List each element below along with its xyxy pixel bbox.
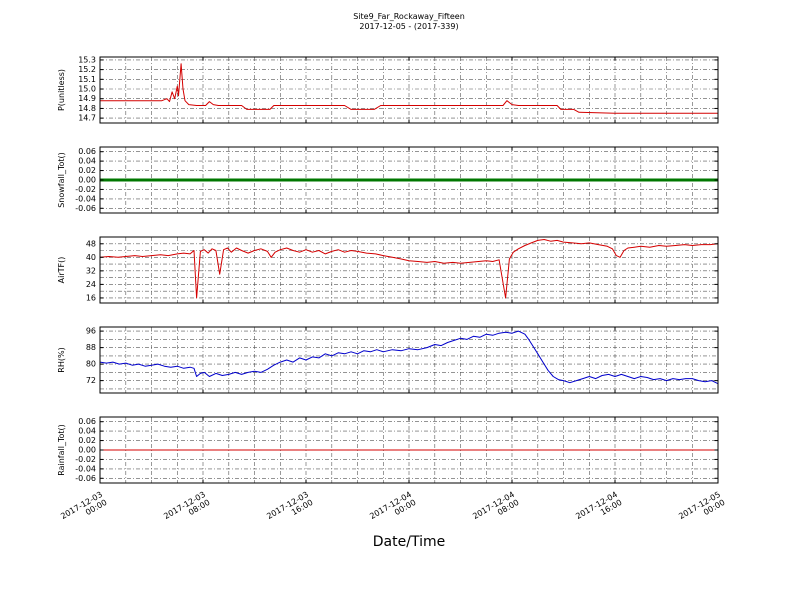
x-tick-label: 2017-12-0300:00: [59, 490, 108, 529]
y-tick-label: 0.06: [78, 147, 96, 156]
y-tick-label: 16: [86, 293, 96, 302]
x-tick-label: 2017-12-0308:00: [162, 490, 211, 529]
series-line-AirTF: [99, 239, 719, 299]
y-axis-label-airtf: AirTF(): [57, 257, 66, 284]
y-tick-label: -0.02: [75, 185, 96, 194]
y-tick-label: 15.2: [78, 65, 96, 74]
y-tick-label: 88: [86, 343, 96, 352]
y-tick-label: 15.1: [78, 75, 96, 84]
y-tick-label: 96: [86, 327, 96, 336]
y-tick-label: 24: [86, 280, 96, 289]
y-tick-label: 0.02: [78, 436, 96, 445]
y-axis-label-rainfall-tot: Rainfall_Tot(): [57, 424, 66, 476]
y-tick-label: -0.04: [75, 464, 96, 473]
y-axis-label-rh: RH(%): [57, 347, 66, 372]
y-tick-label: 32: [86, 266, 96, 275]
y-tick-label: 48: [86, 239, 96, 248]
chart-title: Site9_Far_Rockaway_Fifteen: [353, 12, 465, 21]
y-tick-label: 0.04: [78, 427, 96, 436]
y-tick-label: -0.06: [75, 204, 96, 213]
x-tick-label: 2017-12-0408:00: [471, 490, 520, 529]
y-tick-label: 0.00: [78, 176, 96, 185]
y-tick-label: -0.02: [75, 455, 96, 464]
y-tick-label: 14.9: [78, 94, 96, 103]
panel-rh: 72 80 88 96 RH(%): [57, 326, 719, 394]
y-tick-label: 40: [86, 253, 96, 262]
x-tick-label: 2017-12-0500:00: [677, 490, 726, 529]
y-tick-label: 0.02: [78, 166, 96, 175]
x-tick-label: 2017-12-0416:00: [574, 490, 623, 529]
y-tick-label: 14.8: [78, 104, 96, 113]
y-tick-label: 14.7: [78, 114, 96, 123]
x-tick-label: 2017-12-0400:00: [368, 490, 417, 529]
y-tick-label: -0.04: [75, 194, 96, 203]
x-axis-label: Date/Time: [372, 534, 446, 550]
series-line-RH: [99, 330, 719, 385]
y-tick-label: -0.06: [75, 474, 96, 483]
y-tick-label: 0.00: [78, 446, 96, 455]
y-tick-label: 80: [86, 360, 96, 369]
x-tick-label: 2017-12-0316:00: [265, 490, 314, 529]
panel-rainfall-tot: -0.06-0.04-0.020.000.020.040.06 Rainfall_…: [57, 416, 719, 484]
y-tick-label: 15.3: [78, 55, 96, 64]
y-tick-label: 72: [86, 376, 96, 385]
panel-snowfall-tot: -0.06-0.04-0.020.000.020.040.06 Snowfall_…: [57, 146, 719, 214]
y-tick-label: 0.06: [78, 417, 96, 426]
chart-subtitle: 2017-12-05 - (2017-339): [359, 22, 459, 31]
y-tick-label: 0.04: [78, 157, 96, 166]
panel-airtf: 16 24 32 40 48 AirTF(): [57, 236, 719, 304]
y-axis-label-p-unitless: P(unitless): [57, 69, 66, 111]
y-tick-label: 15.0: [78, 85, 96, 94]
panel-p-unitless: 14.714.814.915.015.115.215.3 P(unitless): [57, 55, 719, 124]
y-axis-label-snowfall-tot: Snowfall_Tot(): [57, 152, 66, 208]
series-line-P: [100, 63, 718, 114]
